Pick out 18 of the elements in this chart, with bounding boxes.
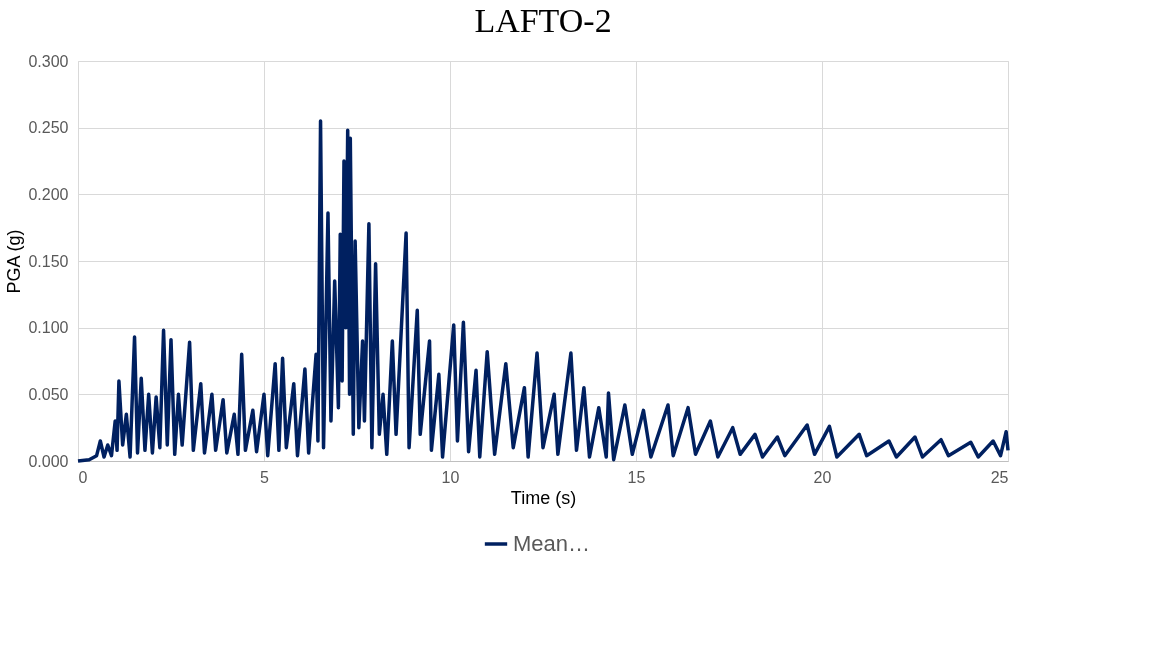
y-tick-label: 0.200 bbox=[28, 185, 69, 203]
x-tick-label: 15 bbox=[627, 468, 646, 486]
y-tick-label: 0.300 bbox=[28, 52, 69, 70]
x-tick-label: 20 bbox=[813, 468, 832, 486]
x-axis-title: Time (s) bbox=[510, 487, 577, 508]
legend-label: Mean… bbox=[513, 531, 591, 556]
y-tick-label: 0.100 bbox=[28, 319, 69, 337]
line-series bbox=[76, 119, 1010, 463]
y-axis-title: PGA (g) bbox=[4, 229, 25, 294]
x-tick-label: 25 bbox=[990, 468, 1009, 486]
y-tick-label: 0.050 bbox=[28, 385, 69, 403]
y-tick-label: 0.150 bbox=[28, 252, 69, 270]
y-tick-label: 0.000 bbox=[28, 452, 69, 470]
chart-title: LAFTO-2 bbox=[474, 2, 612, 39]
x-tick-label: 5 bbox=[260, 468, 270, 486]
x-tick-label: 0 bbox=[78, 468, 88, 486]
y-tick-label: 0.250 bbox=[28, 119, 69, 137]
x-tick-label: 10 bbox=[441, 468, 460, 486]
